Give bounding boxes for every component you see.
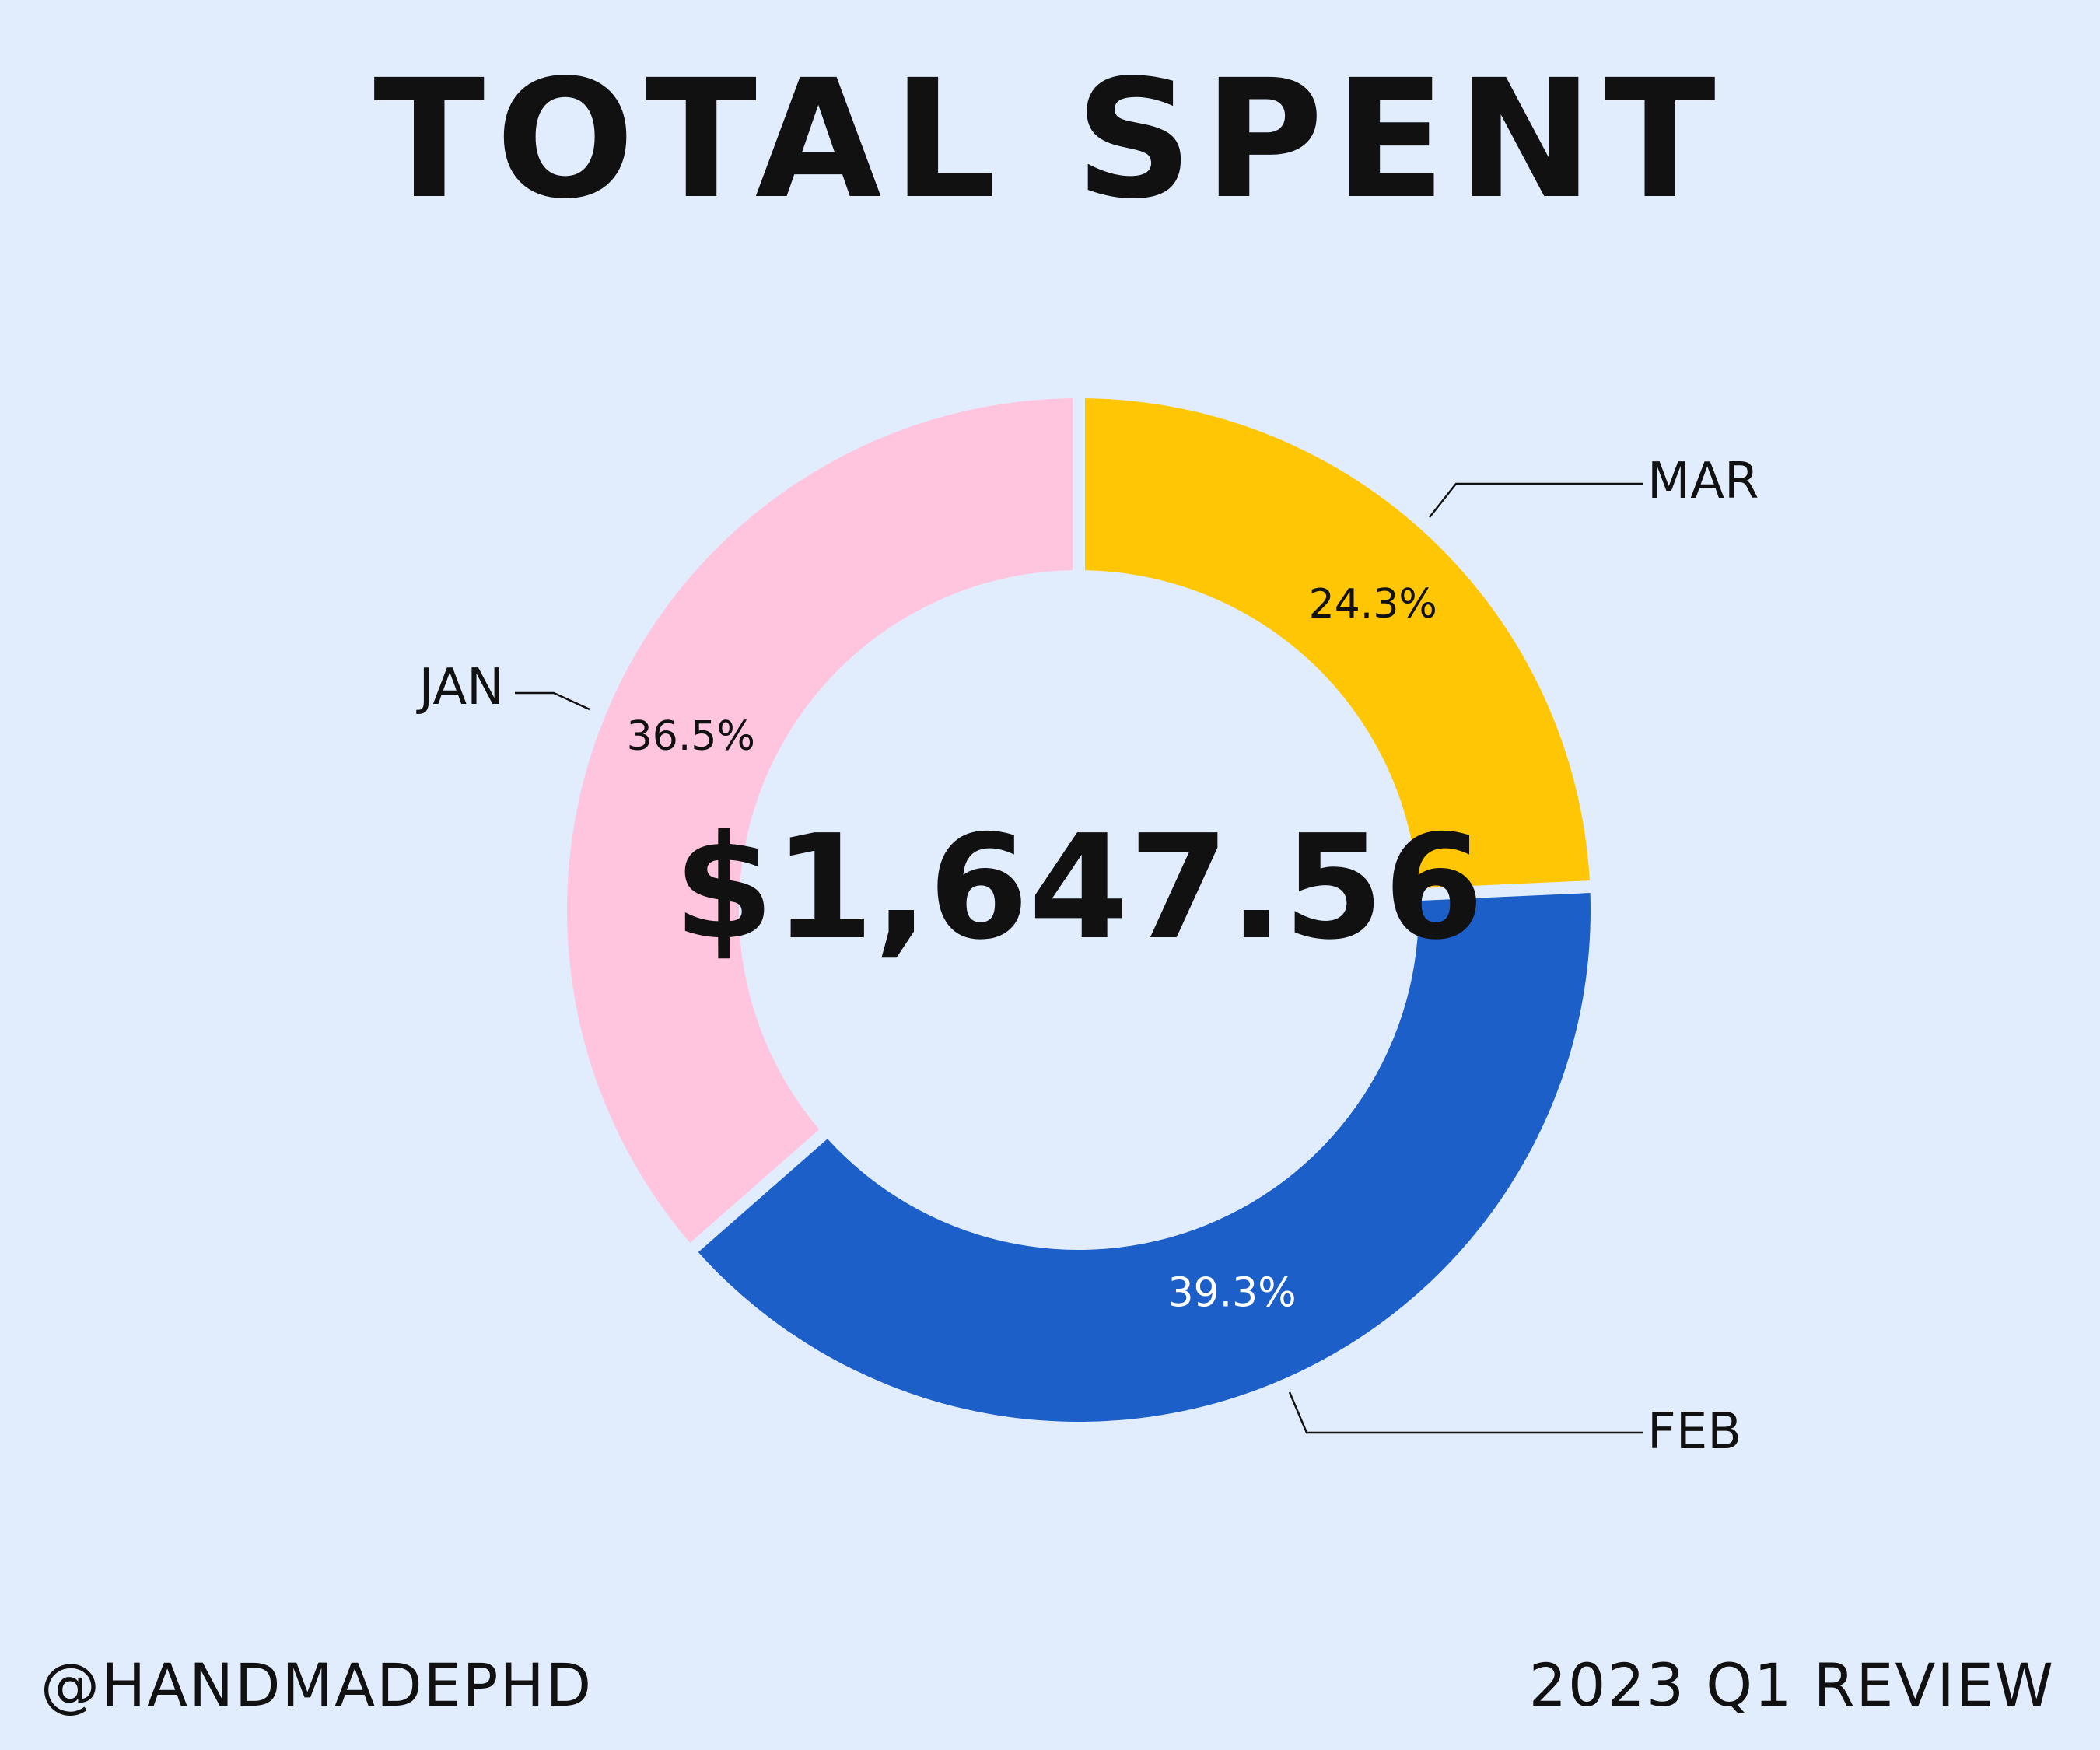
category-label-mar: MAR [1647,453,1759,510]
leader-lines [515,482,1643,1434]
slice-feb [698,893,1591,1422]
chart-title: TOTAL SPENT [373,44,1727,235]
slice-labels: 24.3% MAR 39.3% FEB 36.5% JAN [416,453,1759,1461]
percent-label-jan: 36.5% [627,713,755,760]
leader-line-jan [515,691,590,711]
slice-mar [1084,398,1590,889]
footer-period: 2023 Q1 REVIEW [1528,1650,2055,1720]
category-label-feb: FEB [1647,1403,1741,1461]
center-total: $1,647.56 [674,803,1484,971]
footer-handle: @HANDMADEPHD [40,1650,593,1720]
leader-line-mar [1429,482,1643,518]
category-label-jan: JAN [416,659,504,716]
leader-line-feb [1288,1391,1643,1434]
donut-slices [567,398,1591,1422]
slice-jan [567,398,1073,1243]
percent-label-mar: 24.3% [1309,581,1437,628]
percent-label-feb: 39.3% [1167,1269,1296,1316]
